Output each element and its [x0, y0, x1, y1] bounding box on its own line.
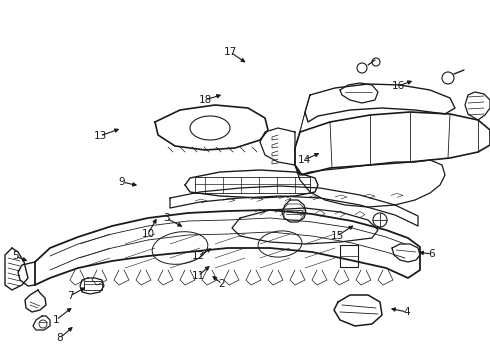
Text: 5: 5	[12, 251, 18, 261]
Text: 2: 2	[219, 279, 225, 289]
Text: 16: 16	[392, 81, 405, 91]
Text: 12: 12	[192, 251, 205, 261]
Text: 14: 14	[297, 155, 311, 165]
Text: 13: 13	[94, 131, 107, 141]
Bar	[84, 281, 102, 290]
Text: 11: 11	[192, 271, 205, 281]
Text: 3: 3	[163, 213, 170, 223]
Text: 17: 17	[223, 47, 237, 57]
Bar	[340, 245, 358, 267]
Text: 9: 9	[119, 177, 125, 187]
Text: 8: 8	[57, 333, 63, 343]
Text: 4: 4	[404, 307, 410, 317]
Text: 10: 10	[142, 229, 154, 239]
Text: 15: 15	[330, 231, 343, 241]
Text: 6: 6	[429, 249, 435, 259]
Bar	[195, 177, 310, 193]
Text: 18: 18	[198, 95, 212, 105]
Text: 7: 7	[67, 291, 74, 301]
Text: 1: 1	[53, 315, 59, 325]
